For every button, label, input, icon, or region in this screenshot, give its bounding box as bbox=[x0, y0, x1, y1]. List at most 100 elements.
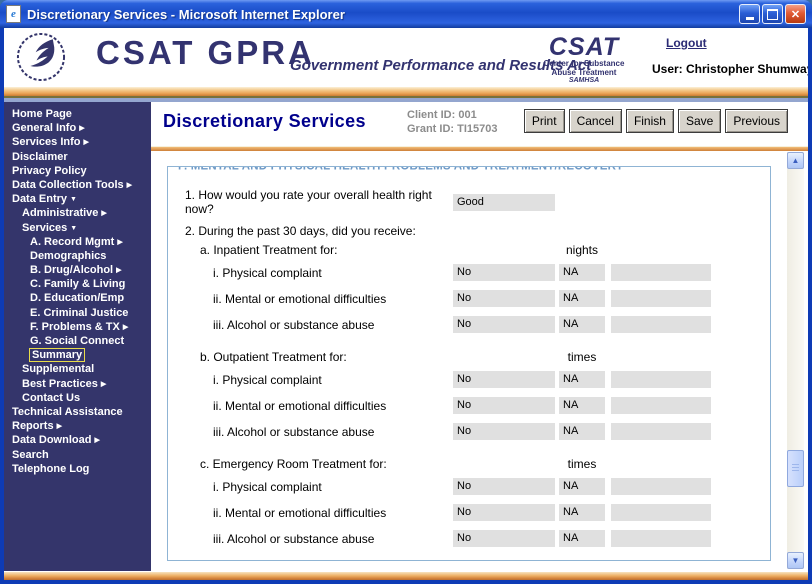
status-field: No bbox=[453, 264, 555, 281]
sidebar-item-label: Best Practices bbox=[22, 377, 98, 390]
sidebar-item-telephone-log[interactable]: Telephone Log bbox=[4, 462, 151, 476]
logout-link[interactable]: Logout bbox=[666, 36, 707, 50]
sidebar-item-label: F. Problems & TX bbox=[30, 320, 120, 333]
sidebar-item-label: Disclaimer bbox=[12, 150, 68, 163]
count-field bbox=[611, 530, 711, 547]
sidebar-item-demographics[interactable]: Demographics bbox=[4, 249, 151, 263]
header-orange-divider bbox=[4, 87, 808, 98]
arrow-right-icon: ▶ bbox=[101, 210, 107, 218]
close-button[interactable]: ✕ bbox=[785, 4, 806, 24]
na-field: NA bbox=[559, 397, 605, 414]
sidebar-item-services-info[interactable]: Services Info ▶ bbox=[4, 135, 151, 149]
sidebar-item-services[interactable]: Services ▼ bbox=[4, 221, 151, 235]
sidebar-item-data-collection-tools[interactable]: Data Collection Tools ▶ bbox=[4, 178, 151, 192]
status-field: No bbox=[453, 423, 555, 440]
arrow-right-icon: ▶ bbox=[79, 125, 85, 133]
sidebar-item-summary[interactable]: Summary bbox=[4, 348, 151, 362]
treatment-row-label: i. Physical complaint bbox=[213, 265, 322, 280]
cancel-button[interactable]: Cancel bbox=[568, 109, 622, 133]
sidebar-item-privacy-policy[interactable]: Privacy Policy bbox=[4, 164, 151, 178]
sidebar-item-label: Technical Assistance bbox=[12, 405, 123, 418]
treatment-row-label: i. Physical complaint bbox=[213, 479, 322, 494]
arrow-right-icon: ▶ bbox=[116, 267, 122, 275]
arrow-right-icon: ▶ bbox=[56, 423, 62, 431]
content-header: Discretionary Services Client ID: 001 Gr… bbox=[151, 102, 808, 146]
sidebar-item-record-mgmt[interactable]: A. Record Mgmt ▶ bbox=[4, 235, 151, 249]
sidebar-item-drug-alcohol[interactable]: B. Drug/Alcohol ▶ bbox=[4, 263, 151, 277]
sidebar-item-general-info[interactable]: General Info ▶ bbox=[4, 121, 151, 135]
sidebar-item-administrative[interactable]: Administrative ▶ bbox=[4, 206, 151, 220]
sidebar-item-disclaimer[interactable]: Disclaimer bbox=[4, 150, 151, 164]
arrow-right-icon: ▶ bbox=[100, 380, 107, 388]
csat-samhsa-logo: CSAT Center for Substance Abuse Treatmen… bbox=[534, 34, 634, 84]
sidebar-item-label: Data Download bbox=[12, 434, 92, 447]
brand-tagline: Government Performance and Results Act bbox=[290, 57, 592, 74]
sidebar-item-label: Search bbox=[12, 448, 49, 461]
sidebar-item-family-living[interactable]: C. Family & Living bbox=[4, 277, 151, 291]
sidebar-item-home-page[interactable]: Home Page bbox=[4, 107, 151, 121]
overall-health-field: Good bbox=[453, 193, 555, 211]
scrollbar-thumb[interactable] bbox=[787, 450, 804, 487]
sidebar-item-search[interactable]: Search bbox=[4, 448, 151, 462]
treatment-row: i. Physical complaint No NA bbox=[168, 371, 770, 388]
internet-explorer-page-icon: e bbox=[6, 5, 21, 23]
sidebar-item-problems-tx[interactable]: F. Problems & TX ▶ bbox=[4, 320, 151, 334]
count-field bbox=[611, 478, 711, 495]
arrow-right-icon: ▶ bbox=[122, 323, 129, 331]
record-ids: Client ID: 001 Grant ID: TI15703 bbox=[407, 108, 497, 136]
grant-id: Grant ID: TI15703 bbox=[407, 123, 498, 135]
csat-logo-samhsa: SAMHSA bbox=[568, 77, 600, 85]
treatment-row-label: iii. Alcohol or substance abuse bbox=[213, 424, 375, 439]
csat-gpra-brand: CSAT GPRA bbox=[96, 34, 315, 71]
maximize-button[interactable] bbox=[762, 4, 783, 24]
minimize-button[interactable] bbox=[739, 4, 760, 24]
sidebar-nav: Home Page General Info ▶ Services Info ▶ D… bbox=[4, 102, 151, 571]
na-field: NA bbox=[559, 264, 605, 281]
sidebar-item-social-connect[interactable]: G. Social Connect bbox=[4, 334, 151, 348]
sidebar-item-education-emp[interactable]: D. Education/Emp bbox=[4, 291, 151, 305]
content-orange-divider bbox=[151, 146, 808, 151]
sidebar-item-contact-us[interactable]: Contact Us bbox=[4, 391, 151, 405]
arrow-right-icon: ▶ bbox=[94, 437, 100, 445]
finish-button[interactable]: Finish bbox=[625, 109, 674, 133]
sidebar-item-label: Summary bbox=[32, 349, 83, 362]
header-blue-divider bbox=[4, 98, 808, 102]
sidebar-item-data-download[interactable]: Data Download ▶ bbox=[4, 433, 151, 447]
na-field: NA bbox=[559, 530, 605, 547]
scroll-up-button[interactable]: ▲ bbox=[787, 152, 804, 169]
page-header: CSAT GPRA Government Performance and Res… bbox=[4, 28, 808, 87]
action-buttons: Print Cancel Finish Save Previous bbox=[523, 109, 788, 133]
sidebar-item-best-practices[interactable]: Best Practices ▶ bbox=[4, 377, 151, 391]
inpatient-treatment-group: a. Inpatient Treatment for: nights i. Ph… bbox=[168, 243, 770, 333]
print-button[interactable]: Print bbox=[523, 109, 565, 133]
unit-label: times bbox=[567, 457, 597, 471]
sidebar-item-technical-assistance[interactable]: Technical Assistance bbox=[4, 405, 151, 419]
maximize-icon bbox=[767, 8, 778, 20]
sidebar-item-data-entry[interactable]: Data Entry ▼ bbox=[4, 192, 151, 206]
window-title: Discretionary Services - Microsoft Inter… bbox=[27, 6, 345, 22]
treatment-row-label: ii. Mental or emotional difficulties bbox=[213, 398, 387, 413]
status-field: No bbox=[453, 478, 555, 495]
vertical-scrollbar[interactable]: ▲ ▼ bbox=[787, 152, 804, 569]
arrow-right-icon: ▶ bbox=[117, 238, 123, 246]
scroll-down-button[interactable]: ▼ bbox=[787, 552, 804, 569]
sidebar-item-label: Demographics bbox=[30, 249, 107, 262]
count-field bbox=[611, 371, 711, 388]
treatment-row: iii. Alcohol or substance abuse No NA bbox=[168, 530, 770, 547]
previous-button[interactable]: Previous bbox=[725, 109, 788, 133]
sidebar-item-label: Services Info bbox=[12, 136, 81, 149]
treatment-row-label: ii. Mental or emotional difficulties bbox=[213, 505, 387, 520]
sidebar-item-criminal-justice[interactable]: E. Criminal Justice bbox=[4, 306, 151, 320]
arrow-down-icon: ▼ bbox=[70, 224, 78, 232]
status-field: No bbox=[453, 530, 555, 547]
count-field bbox=[611, 397, 711, 414]
save-button[interactable]: Save bbox=[677, 109, 722, 133]
sidebar-item-supplemental[interactable]: Supplemental bbox=[4, 362, 151, 376]
sidebar-item-reports[interactable]: Reports ▶ bbox=[4, 419, 151, 433]
sidebar-item-label: E. Criminal Justice bbox=[30, 306, 129, 319]
sidebar-item-label: A. Record Mgmt bbox=[30, 235, 115, 248]
sidebar-item-label: Home Page bbox=[12, 108, 72, 120]
status-field: No bbox=[453, 504, 555, 521]
sidebar-item-label: Telephone Log bbox=[12, 462, 90, 475]
sidebar-item-label: Contact Us bbox=[22, 391, 81, 404]
